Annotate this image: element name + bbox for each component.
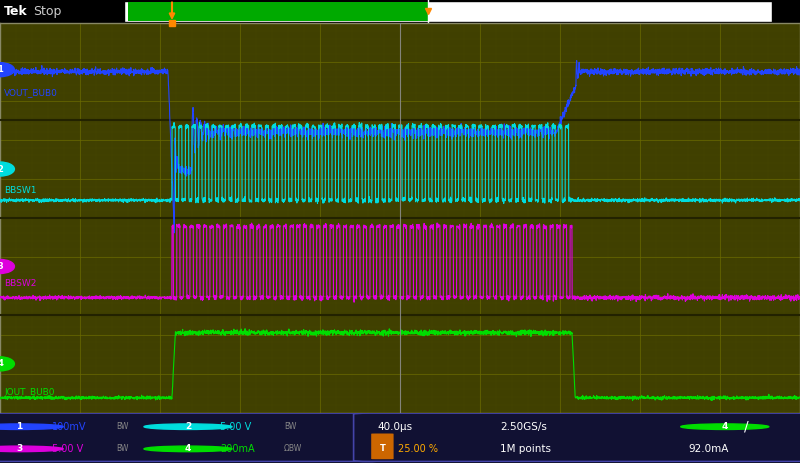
Text: ΩBW: ΩBW	[284, 444, 302, 453]
FancyBboxPatch shape	[0, 413, 382, 462]
Text: VOUT_BUB0: VOUT_BUB0	[4, 88, 58, 98]
Text: 3: 3	[0, 262, 3, 271]
Circle shape	[0, 424, 63, 430]
Text: 2: 2	[185, 422, 191, 431]
Text: 25.00 %: 25.00 %	[398, 444, 438, 454]
Text: 5.00 V: 5.00 V	[220, 422, 251, 432]
FancyBboxPatch shape	[354, 413, 800, 462]
Text: BW: BW	[116, 444, 128, 453]
Circle shape	[0, 63, 14, 77]
Text: BBSW2: BBSW2	[4, 280, 36, 288]
Text: 1: 1	[0, 65, 3, 74]
Text: /: /	[744, 419, 749, 434]
Text: 1: 1	[16, 422, 22, 431]
Circle shape	[0, 162, 14, 176]
Text: 1M points: 1M points	[500, 444, 551, 454]
Bar	[128, 2, 428, 21]
Text: 2.50GS/s: 2.50GS/s	[500, 422, 547, 432]
Text: 4: 4	[185, 444, 191, 453]
Circle shape	[144, 446, 232, 451]
FancyBboxPatch shape	[371, 433, 394, 459]
Text: 2: 2	[0, 164, 3, 174]
Circle shape	[0, 259, 14, 274]
Text: 4: 4	[0, 359, 3, 369]
Circle shape	[681, 424, 769, 430]
Text: Tek: Tek	[4, 5, 28, 18]
Text: T: T	[379, 444, 386, 453]
Text: 200mA: 200mA	[220, 444, 254, 454]
Circle shape	[0, 357, 14, 371]
Text: BW: BW	[116, 422, 128, 431]
Text: 92.0mA: 92.0mA	[688, 444, 728, 454]
Text: BBSW1: BBSW1	[4, 186, 37, 195]
Text: BW: BW	[284, 422, 296, 431]
Text: IOUT_BUB0: IOUT_BUB0	[4, 387, 54, 396]
Text: 100mV: 100mV	[52, 422, 86, 432]
Text: 40.0μs: 40.0μs	[378, 422, 413, 432]
Bar	[124, 1, 772, 22]
Text: 5.00 V: 5.00 V	[52, 444, 83, 454]
Text: Stop: Stop	[34, 5, 62, 18]
Text: 3: 3	[16, 444, 22, 453]
Circle shape	[144, 424, 232, 430]
Text: 4: 4	[722, 422, 728, 431]
Circle shape	[0, 446, 63, 451]
